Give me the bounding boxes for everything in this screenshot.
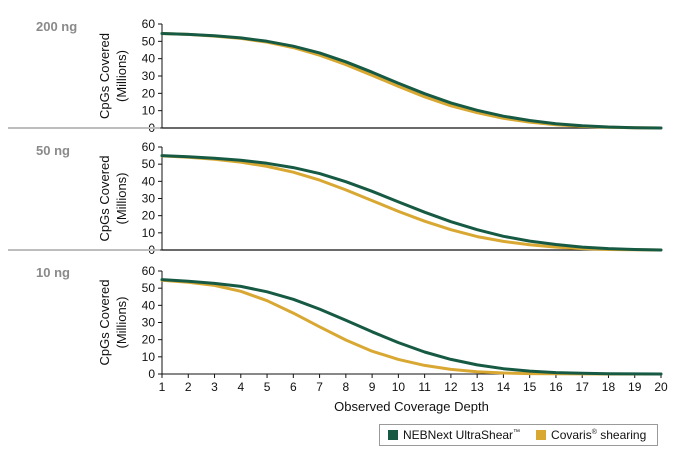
y-tick-label: 30 bbox=[142, 316, 156, 330]
legend-item-neb: NEBNext UltraShear™ bbox=[388, 428, 520, 442]
y-axis-label: (Millions) bbox=[114, 297, 129, 349]
y-tick-label: 40 bbox=[142, 52, 156, 66]
x-tick-label: 6 bbox=[290, 380, 297, 394]
y-tick-label: 60 bbox=[142, 17, 156, 31]
x-tick-label: 20 bbox=[654, 380, 668, 394]
legend-label-neb: NEBNext UltraShear™ bbox=[403, 428, 521, 442]
y-tick-label: 10 bbox=[142, 350, 156, 364]
series-line-covaris bbox=[160, 32, 663, 130]
x-tick-label: 12 bbox=[444, 380, 458, 394]
y-axis-label: CpGs Covered bbox=[97, 156, 112, 242]
y-tick-label: 20 bbox=[142, 209, 156, 223]
series-line-covaris bbox=[160, 154, 663, 252]
panel-separator bbox=[8, 249, 160, 251]
panel-separator bbox=[8, 127, 160, 129]
x-tick-label: 15 bbox=[523, 380, 537, 394]
panel-label: 10 ng bbox=[36, 265, 70, 280]
x-tick-label: 7 bbox=[316, 380, 323, 394]
series-line-neb bbox=[160, 154, 663, 252]
y-tick-label: 50 bbox=[142, 157, 156, 171]
x-tick-label: 4 bbox=[237, 380, 244, 394]
x-tick-label: 11 bbox=[418, 380, 431, 394]
x-tick-label: 13 bbox=[470, 380, 484, 394]
legend-item-covaris: Covaris® shearing bbox=[536, 428, 646, 442]
series-line-neb bbox=[160, 278, 663, 376]
panel-10-ng: 10 ng CpGs Covered (Millions) 0 10 20 30 40 50 60… bbox=[8, 249, 668, 414]
x-tick-label: 3 bbox=[211, 380, 218, 394]
x-tick-label: 18 bbox=[602, 380, 616, 394]
x-tick-label: 10 bbox=[392, 380, 406, 394]
series-line-covaris bbox=[160, 278, 663, 376]
legend-label-covaris: Covaris® shearing bbox=[551, 428, 647, 442]
y-tick-label: 10 bbox=[142, 104, 156, 118]
y-tick-label: 30 bbox=[142, 192, 156, 206]
y-axis-label: CpGs Covered bbox=[97, 280, 112, 366]
y-tick-label: 0 bbox=[148, 367, 155, 381]
y-tick-label: 10 bbox=[142, 226, 156, 240]
y-axis-label: CpGs Covered bbox=[97, 33, 112, 119]
legend-swatch-covaris bbox=[536, 430, 547, 440]
y-tick-label: 50 bbox=[142, 34, 156, 48]
y-tick-label: 30 bbox=[142, 69, 156, 83]
y-axis-label: (Millions) bbox=[114, 50, 129, 102]
series-line-neb bbox=[160, 32, 663, 130]
x-tick-label: 9 bbox=[369, 380, 376, 394]
y-tick-label: 40 bbox=[142, 174, 156, 188]
y-tick-label: 50 bbox=[142, 281, 156, 295]
y-tick-label: 40 bbox=[142, 298, 156, 312]
x-tick-label: 5 bbox=[264, 380, 271, 394]
legend: NEBNext UltraShear™ Covaris® shearing bbox=[379, 424, 658, 446]
x-tick-label: 1 bbox=[159, 380, 166, 394]
x-tick-label: 2 bbox=[185, 380, 192, 394]
y-tick-label: 60 bbox=[142, 140, 156, 154]
panel-label: 200 ng bbox=[36, 19, 77, 34]
x-tick-label: 16 bbox=[549, 380, 563, 394]
panel-label: 50 ng bbox=[36, 143, 70, 158]
y-axis-label: (Millions) bbox=[114, 173, 129, 225]
legend-swatch-neb bbox=[388, 430, 398, 440]
x-axis-label: Observed Coverage Depth bbox=[334, 399, 489, 414]
y-tick-label: 20 bbox=[142, 86, 156, 100]
x-tick-label: 14 bbox=[497, 380, 511, 394]
x-tick-label: 8 bbox=[342, 380, 349, 394]
x-tick-label: 17 bbox=[576, 380, 590, 394]
y-tick-label: 20 bbox=[142, 333, 156, 347]
y-tick-label: 60 bbox=[142, 264, 156, 278]
x-tick-label: 19 bbox=[628, 380, 642, 394]
